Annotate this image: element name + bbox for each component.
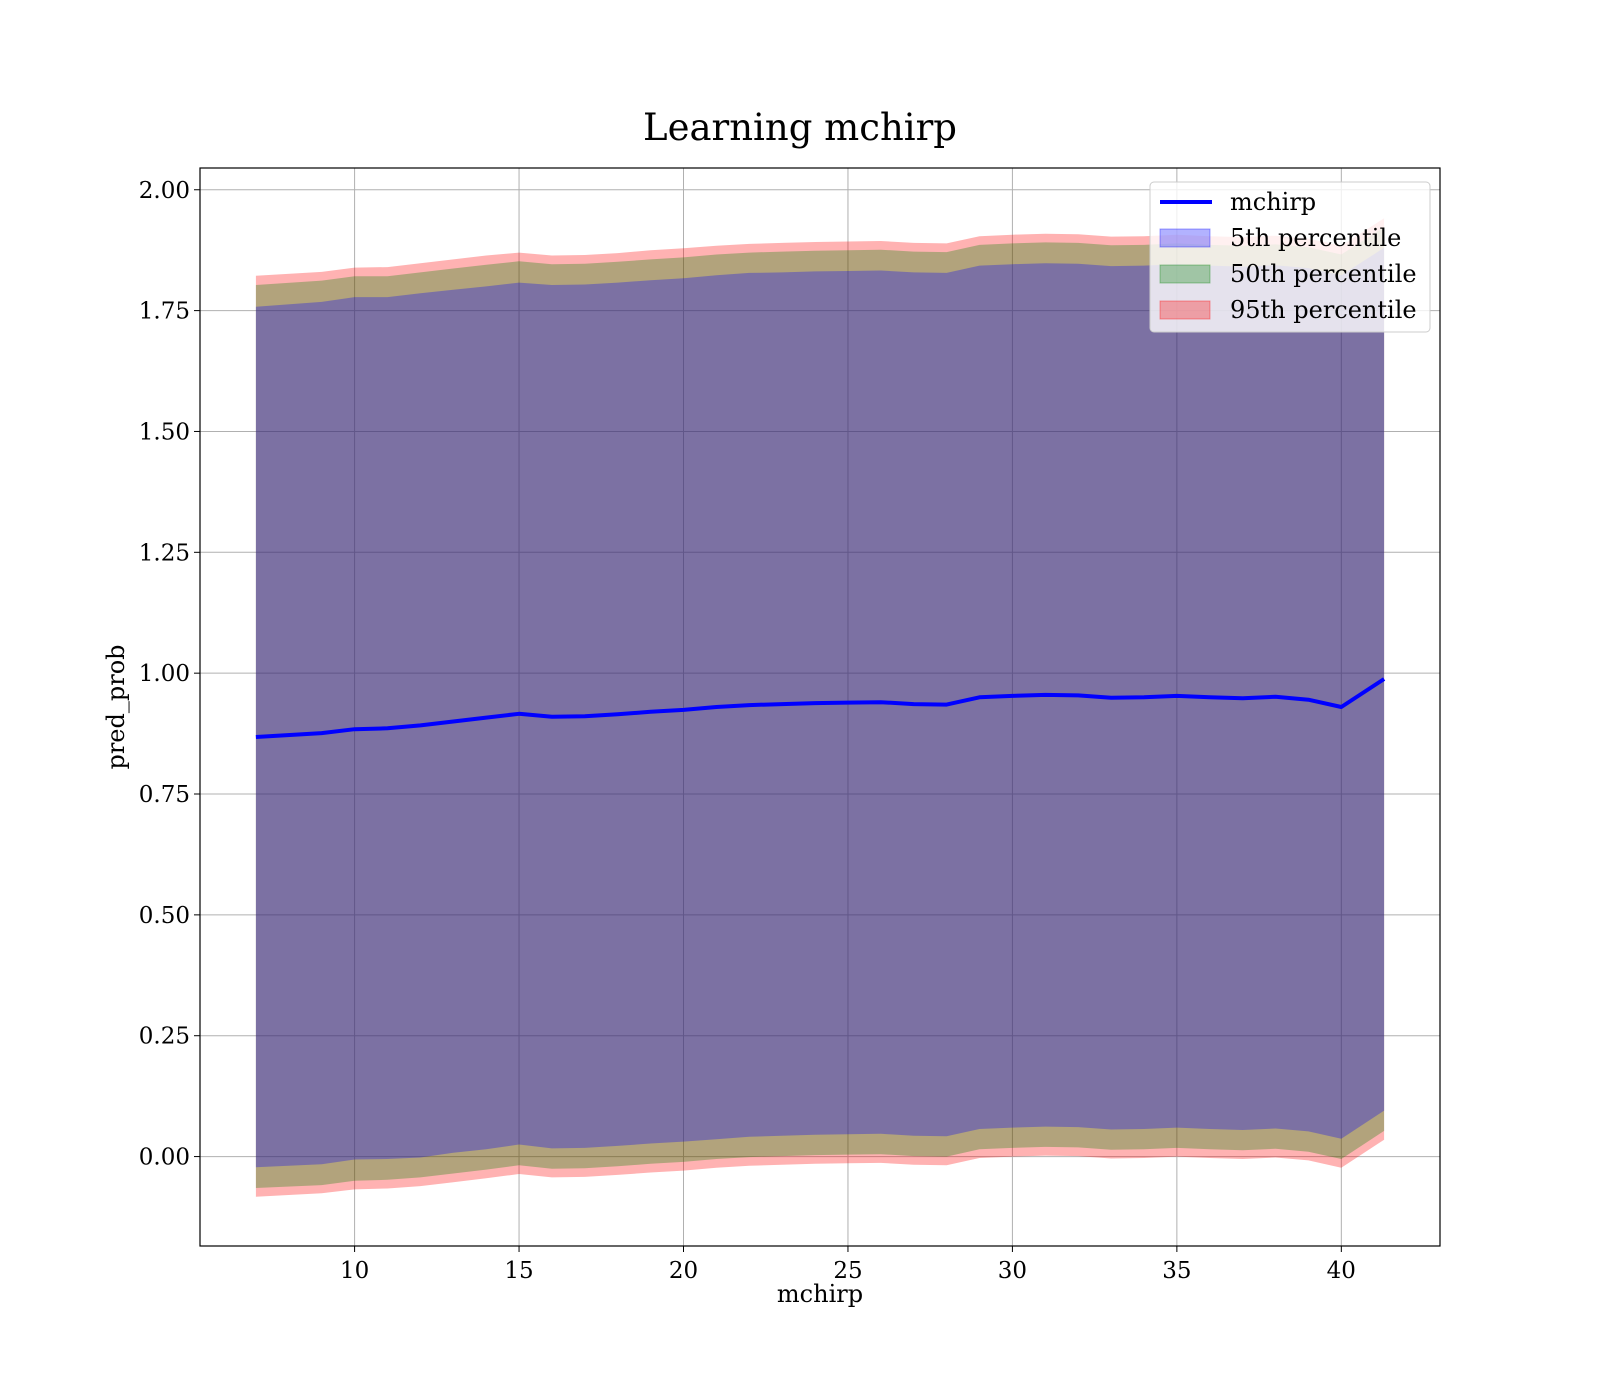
x-tick-label: 15 bbox=[504, 1258, 533, 1284]
y-tick-label: 2.00 bbox=[139, 178, 190, 204]
y-tick-label: 0.75 bbox=[139, 782, 190, 808]
x-tick-label: 35 bbox=[1162, 1258, 1191, 1284]
band-series-3 bbox=[255, 218, 1385, 1197]
y-tick-label: 1.25 bbox=[139, 540, 190, 566]
x-tick-label: 25 bbox=[833, 1258, 862, 1284]
legend-box bbox=[1149, 181, 1431, 333]
legend-label: mchirp bbox=[1230, 188, 1316, 216]
band-series-2 bbox=[255, 227, 1385, 1188]
percentile-bands bbox=[255, 218, 1385, 1197]
y-tick-label: 1.00 bbox=[139, 661, 190, 687]
legend-label: 5th percentile bbox=[1230, 224, 1401, 252]
x-axis-label: mchirp bbox=[777, 1280, 863, 1308]
y-tick-label: 0.50 bbox=[139, 903, 190, 929]
y-axis-ticks: 0.00 0.25 0.50 0.75 1.00 1.25 1.50 1.75 2.00 bbox=[139, 178, 200, 1171]
line-series-0 bbox=[255, 677, 1386, 739]
y-tick-label: 0.00 bbox=[139, 1145, 190, 1171]
x-tick-label: 40 bbox=[1327, 1258, 1356, 1284]
y-tick-label: 0.25 bbox=[139, 1024, 190, 1050]
x-tick-label: 10 bbox=[340, 1258, 369, 1284]
legend: mchirp 5th percentile 50th percentile 95th … bbox=[1149, 181, 1431, 333]
legend-band-swatch bbox=[1159, 264, 1211, 284]
y-axis-label: pred_prob bbox=[102, 644, 130, 769]
grid bbox=[200, 168, 1440, 1246]
legend-band-swatch bbox=[1159, 300, 1211, 320]
legend-label: 95th percentile bbox=[1230, 296, 1417, 324]
x-tick-label: 20 bbox=[669, 1258, 698, 1284]
y-tick-label: 1.75 bbox=[139, 299, 190, 325]
x-tick-label: 30 bbox=[998, 1258, 1027, 1284]
legend-label: 50th percentile bbox=[1230, 260, 1417, 288]
plot-frame bbox=[199, 167, 1441, 1247]
series-lines bbox=[255, 677, 1386, 739]
legend-band-swatch bbox=[1159, 228, 1211, 248]
chart-title: Learning mchirp bbox=[643, 106, 957, 149]
y-tick-label: 1.50 bbox=[139, 419, 190, 445]
x-axis-ticks: 10 15 20 25 30 35 40 bbox=[340, 1246, 1356, 1284]
band-series-1 bbox=[255, 247, 1385, 1168]
